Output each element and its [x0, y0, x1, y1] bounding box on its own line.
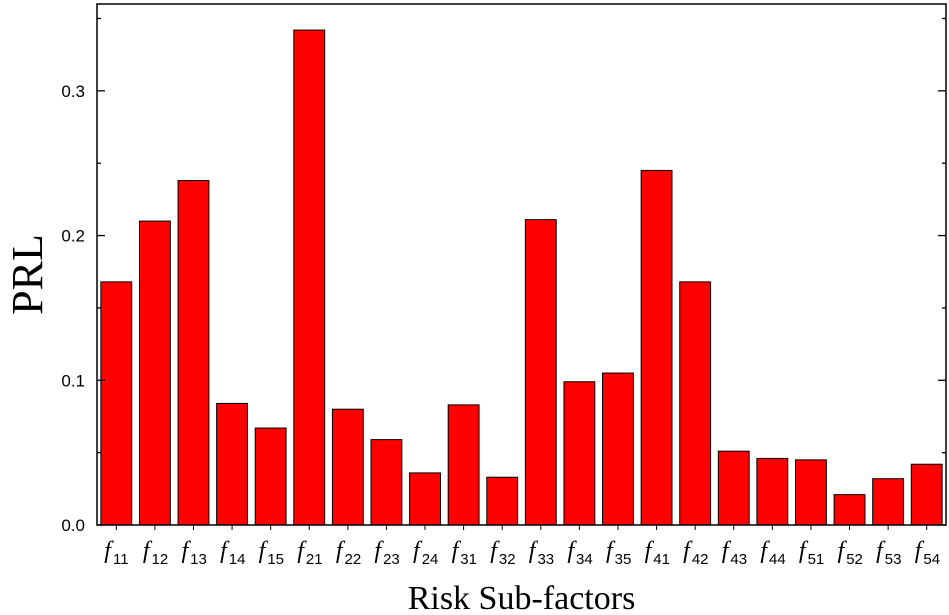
- bar-f24: [409, 472, 441, 526]
- bar-f32: [486, 476, 519, 526]
- bar-f52: [833, 494, 866, 526]
- bar-f33: [524, 219, 557, 526]
- bar-f21: [293, 29, 326, 526]
- bar-f14: [216, 402, 249, 526]
- x-tick-label: f 13: [181, 538, 206, 568]
- x-tick-label: f 33: [529, 538, 554, 568]
- x-tick-label: f 51: [799, 538, 824, 568]
- x-tick-label: f 44: [760, 538, 785, 568]
- plot-frame: [96, 3, 947, 526]
- bar-f34: [563, 381, 596, 526]
- bar-f53: [872, 478, 905, 526]
- x-tick-label: f 23: [374, 538, 399, 568]
- y-axis-ticks: 0.0 0.1 0.2 0.3: [61, 17, 946, 535]
- x-tick-label: f 31: [452, 538, 477, 568]
- y-tick-label: 0.0: [61, 516, 85, 535]
- y-axis-title: PRL: [3, 234, 52, 315]
- bar-f41: [640, 169, 673, 526]
- x-tick-label: f 41: [645, 538, 670, 568]
- x-tick-label: f 52: [838, 538, 863, 568]
- bar-f43: [717, 450, 750, 526]
- x-tick-label: f 53: [876, 538, 901, 568]
- bar-f44: [756, 457, 789, 526]
- x-tick-label: f 42: [683, 538, 708, 568]
- x-tick-label: f 22: [336, 538, 361, 568]
- x-tick-label: f 43: [722, 538, 747, 568]
- bar-f12: [138, 220, 171, 526]
- bar-f54: [910, 463, 943, 526]
- x-tick-label: f 21: [297, 538, 322, 568]
- x-tick-label: f 14: [220, 538, 245, 568]
- x-axis-tick-labels: f 11 f 12 f 13 f 14 f 15 f 21 f 22 f 23 f 24 f 31 f 32 f 33 f 34 f…: [104, 525, 940, 568]
- x-tick-label: f 35: [606, 538, 631, 568]
- x-tick-label: f 12: [143, 538, 168, 568]
- x-axis-title: Risk Sub-factors: [408, 580, 636, 615]
- bar-f22: [331, 408, 364, 526]
- x-tick-label: f 24: [413, 538, 438, 568]
- y-tick-label: 0.1: [61, 371, 85, 390]
- bar-f23: [370, 439, 403, 526]
- y-tick-label: 0.2: [61, 227, 85, 246]
- x-tick-label: f 32: [490, 538, 515, 568]
- bar-f31: [447, 404, 480, 526]
- bars-group: [100, 29, 943, 526]
- bar-f15: [254, 427, 287, 526]
- bar-f51: [795, 459, 827, 526]
- x-tick-label: f 11: [104, 538, 128, 568]
- bar-f11: [100, 281, 133, 526]
- x-tick-label: f 15: [259, 538, 284, 568]
- x-tick-label: f 54: [915, 538, 940, 568]
- bar-f42: [679, 281, 712, 526]
- bar-f35: [602, 372, 634, 526]
- bar-f13: [177, 180, 210, 526]
- x-tick-label: f 34: [567, 538, 592, 568]
- y-tick-label: 0.3: [61, 82, 85, 101]
